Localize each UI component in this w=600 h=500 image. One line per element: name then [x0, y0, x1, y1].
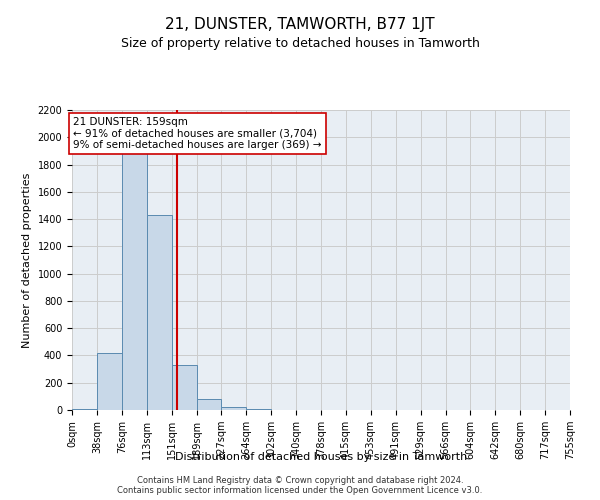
Bar [146, 215, 172, 410]
Text: Size of property relative to detached houses in Tamworth: Size of property relative to detached ho… [121, 38, 479, 51]
Text: Distribution of detached houses by size in Tamworth: Distribution of detached houses by size … [175, 452, 467, 462]
Bar [247, 408, 271, 410]
Text: 21, DUNSTER, TAMWORTH, B77 1JT: 21, DUNSTER, TAMWORTH, B77 1JT [165, 18, 435, 32]
Bar [72, 408, 97, 410]
Bar [97, 352, 122, 410]
Text: 21 DUNSTER: 159sqm
← 91% of detached houses are smaller (3,704)
9% of semi-detac: 21 DUNSTER: 159sqm ← 91% of detached hou… [73, 117, 322, 150]
Bar [172, 365, 197, 410]
Bar [122, 151, 147, 410]
Y-axis label: Number of detached properties: Number of detached properties [22, 172, 32, 348]
Bar [221, 406, 247, 410]
Bar [197, 399, 221, 410]
Text: Contains HM Land Registry data © Crown copyright and database right 2024.
Contai: Contains HM Land Registry data © Crown c… [118, 476, 482, 495]
